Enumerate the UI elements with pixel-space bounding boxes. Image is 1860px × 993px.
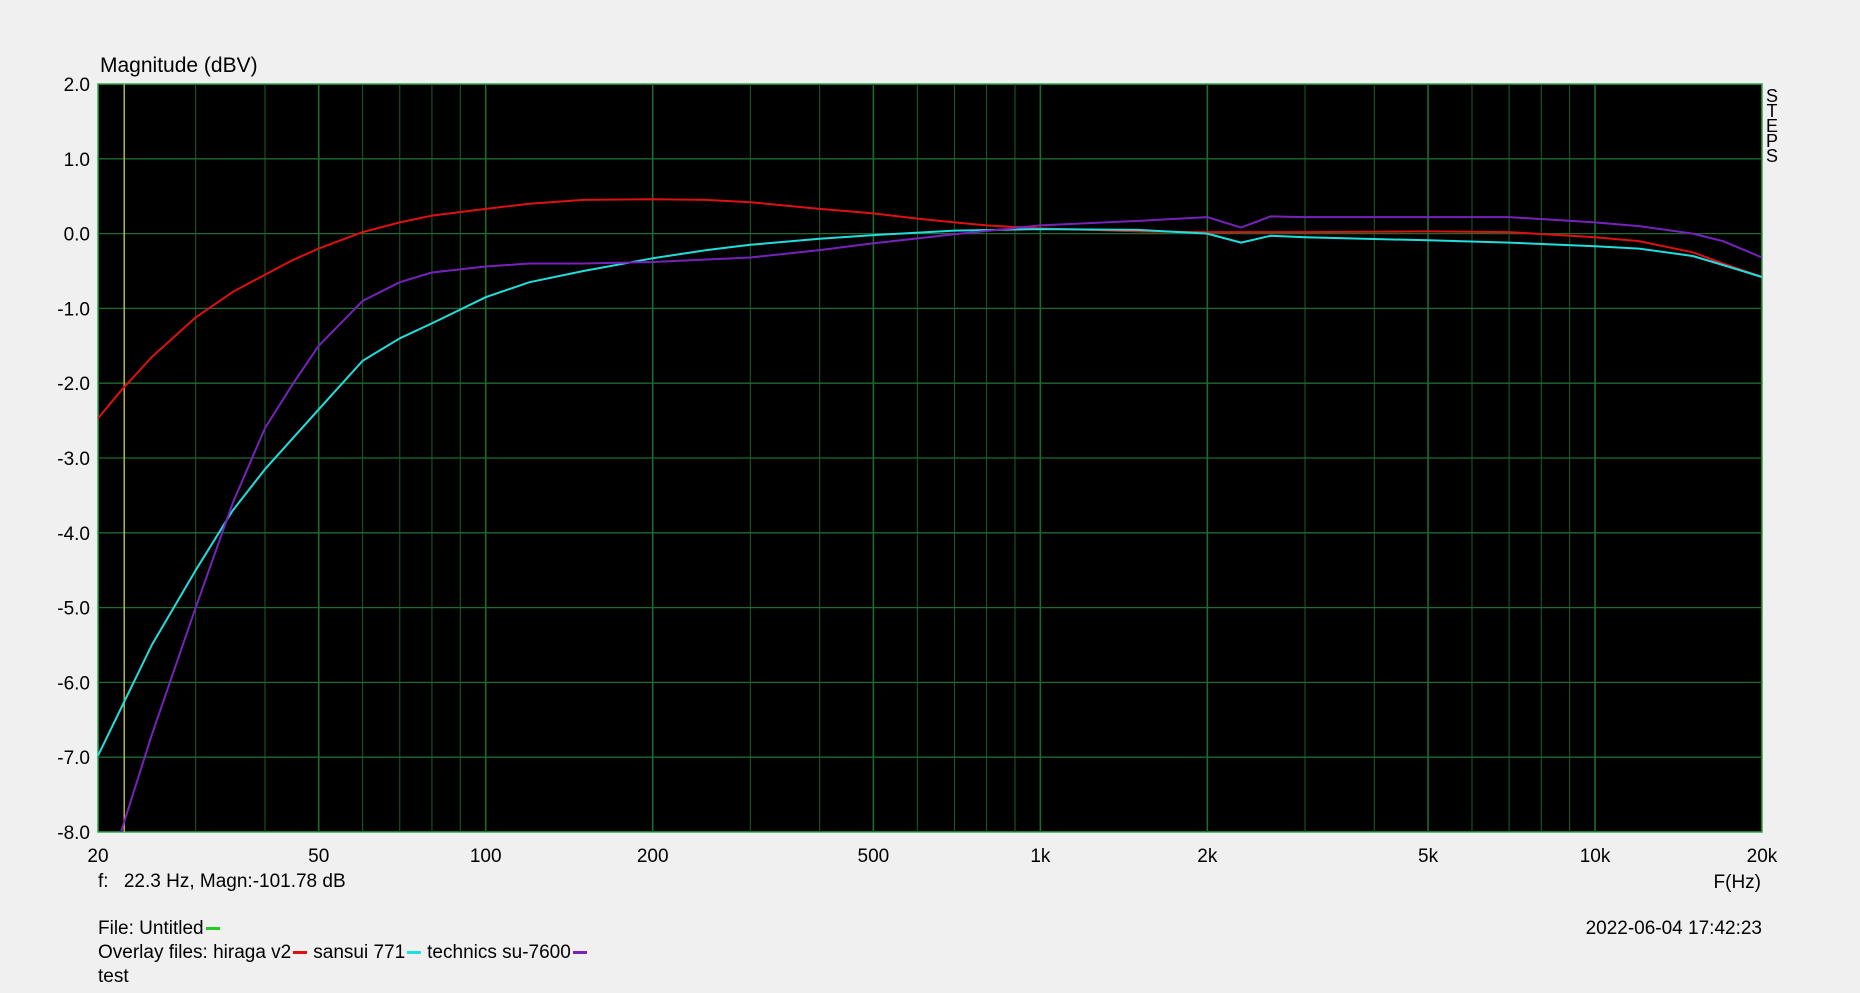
side-label-letter: T [1767, 101, 1778, 121]
y-tick-label: -4.0 [57, 524, 90, 545]
x-axis-label: F(Hz) [1714, 872, 1761, 893]
series-line-2 [97, 228, 1763, 757]
cursor-readout: f: 22.3 Hz, Magn:-101.78 dB [98, 870, 346, 894]
y-tick-label: 1.0 [64, 150, 90, 171]
y-tick-labels: 2.0 1.0 0.0 -1.0 -2.0 -3.0 -4.0 -5.0 -6.0 -7.0 -8.… [57, 75, 90, 844]
file-label: File: Untitled [98, 918, 204, 939]
timestamp: 2022-06-04 17:42:23 [1585, 918, 1762, 939]
side-label-letter: S [1766, 146, 1778, 166]
y-tick-label: -1.0 [57, 299, 90, 320]
overlay-label-3: technics su-7600 [427, 942, 571, 963]
side-label-letter: E [1766, 116, 1778, 136]
file-color-swatch [205, 927, 220, 931]
overlay-label-1: Overlay files: hiraga v2 [98, 942, 292, 963]
x-tick-label: 1k [1030, 846, 1051, 867]
series-line-3 [120, 215, 1763, 833]
x-tick-label: 20 [87, 846, 108, 867]
x-tick-label: 50 [308, 846, 329, 867]
x-tick-label: 500 [858, 846, 890, 867]
side-label-letter: S [1766, 86, 1778, 106]
grid [98, 84, 1762, 832]
series-lines [97, 198, 1763, 833]
overlay-swatch-1 [293, 951, 308, 955]
y-tick-label: -5.0 [57, 599, 90, 620]
x-tick-label: 20k [1747, 846, 1778, 867]
x-tick-label: 200 [637, 846, 669, 867]
x-tick-label: 100 [470, 846, 502, 867]
y-tick-label: -6.0 [57, 673, 90, 694]
overlay-swatch-3 [572, 951, 587, 955]
x-tick-labels: 20 50 100 200 500 1k 2k 5k 10k 20k [87, 846, 1777, 867]
series-line-1 [97, 198, 1763, 420]
x-tick-label: 5k [1418, 846, 1439, 867]
cursor-readout-label: f: [98, 871, 109, 892]
y-tick-label: -2.0 [57, 374, 90, 395]
x-tick-label: 2k [1197, 846, 1218, 867]
y-tick-label: 2.0 [64, 75, 90, 96]
x-tick-label: 10k [1580, 846, 1611, 867]
y-tick-label: 0.0 [64, 225, 90, 246]
side-label-letter: P [1766, 131, 1778, 151]
note-text: test [98, 966, 129, 987]
y-tick-label: -7.0 [57, 748, 90, 769]
overlay-swatch-2 [407, 951, 422, 955]
cursor-readout-value: 22.3 Hz, Magn:-101.78 dB [123, 871, 346, 892]
file-line: File: Untitled [98, 917, 226, 941]
y-tick-label: -3.0 [57, 449, 90, 470]
y-tick-label: -8.0 [57, 823, 90, 844]
overlay-label-2: sansui 771 [313, 942, 406, 963]
overlay-files-line: Overlay files: hiraga v2 sansui 771 techni… [98, 941, 593, 965]
y-axis-label: Magnitude (dBV) [100, 54, 258, 77]
